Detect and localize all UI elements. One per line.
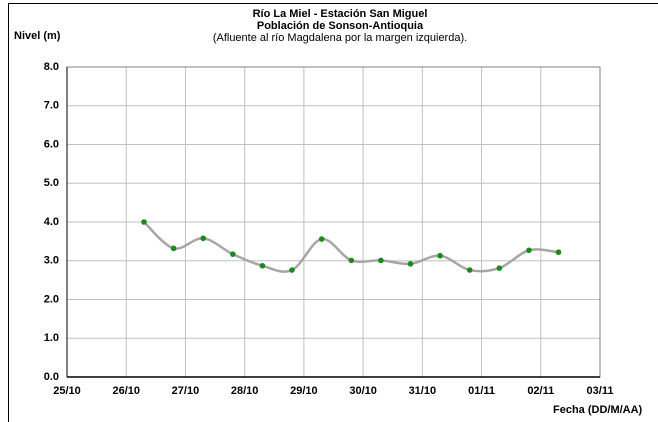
- chart-title: Río La Miel - Estación San Miguel: [253, 8, 428, 20]
- data-point: [289, 267, 295, 273]
- x-tick-label: 29/10: [290, 385, 318, 397]
- x-tick-label: 31/10: [409, 385, 437, 397]
- chart-frame: [8, 3, 658, 422]
- data-point: [496, 265, 503, 271]
- y-tick-label: 5.0: [44, 177, 59, 189]
- y-tick-label: 2.0: [44, 293, 59, 305]
- data-point: [141, 219, 147, 225]
- y-tick-label: 7.0: [44, 100, 59, 112]
- data-point: [230, 251, 236, 257]
- data-point: [466, 267, 473, 273]
- y-tick-label: 0.0: [44, 371, 59, 383]
- data-point: [437, 252, 443, 259]
- y-tick-label: 3.0: [44, 255, 59, 267]
- data-point: [259, 262, 266, 269]
- x-tick-label: 26/10: [112, 385, 140, 397]
- y-tick-label: 4.0: [44, 216, 59, 228]
- x-tick-label: 02/11: [527, 385, 554, 397]
- x-tick-label: 27/10: [172, 385, 200, 397]
- y-tick-label: 8.0: [44, 61, 59, 73]
- data-point: [555, 249, 562, 256]
- x-tick-label: 28/10: [231, 385, 259, 397]
- x-tick-label: 25/10: [53, 385, 81, 397]
- data-point: [348, 257, 355, 264]
- y-tick-label: 6.0: [44, 138, 59, 150]
- data-point: [170, 245, 177, 252]
- chart-annotation: (Afluente al río Magdalena por la margen…: [213, 32, 467, 44]
- x-tick-label: 01/11: [468, 385, 495, 397]
- chart-subtitle: Población de Sonson-Antioquia: [257, 20, 424, 32]
- x-tick-label: 03/11: [587, 385, 614, 397]
- data-point: [318, 236, 325, 242]
- x-tick-label: 30/10: [349, 385, 377, 397]
- data-point: [407, 261, 414, 267]
- data-point: [526, 247, 532, 254]
- y-tick-label: 1.0: [44, 332, 59, 344]
- data-point: [200, 235, 207, 242]
- y-axis-label: Nivel (m): [14, 30, 61, 42]
- data-point: [378, 257, 384, 264]
- x-axis-label: Fecha (DD/M/AA): [553, 404, 643, 416]
